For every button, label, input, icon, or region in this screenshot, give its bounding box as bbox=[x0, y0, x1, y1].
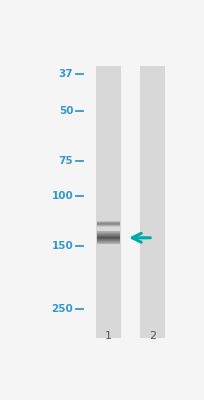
Bar bbox=[96, 241, 119, 242]
Text: 1: 1 bbox=[104, 330, 111, 341]
Bar bbox=[96, 242, 119, 243]
Bar bbox=[96, 235, 119, 236]
Bar bbox=[96, 241, 119, 242]
Bar bbox=[96, 234, 119, 235]
Text: 100: 100 bbox=[51, 192, 73, 202]
Bar bbox=[96, 236, 119, 237]
Bar bbox=[96, 233, 119, 234]
Bar bbox=[95, 66, 120, 338]
Bar bbox=[140, 66, 164, 338]
Bar bbox=[96, 243, 119, 244]
Bar bbox=[96, 233, 119, 234]
Text: 150: 150 bbox=[51, 241, 73, 251]
Bar bbox=[96, 232, 119, 233]
Text: 2: 2 bbox=[149, 330, 155, 341]
Text: 75: 75 bbox=[58, 156, 73, 166]
Bar bbox=[96, 239, 119, 240]
Text: 37: 37 bbox=[58, 69, 73, 79]
Bar bbox=[96, 242, 119, 243]
Bar bbox=[96, 234, 119, 235]
Bar bbox=[96, 240, 119, 241]
Bar bbox=[96, 237, 119, 238]
Text: 250: 250 bbox=[51, 304, 73, 314]
Bar bbox=[96, 238, 119, 239]
Bar bbox=[96, 237, 119, 238]
Bar bbox=[96, 238, 119, 239]
Text: 50: 50 bbox=[59, 106, 73, 116]
